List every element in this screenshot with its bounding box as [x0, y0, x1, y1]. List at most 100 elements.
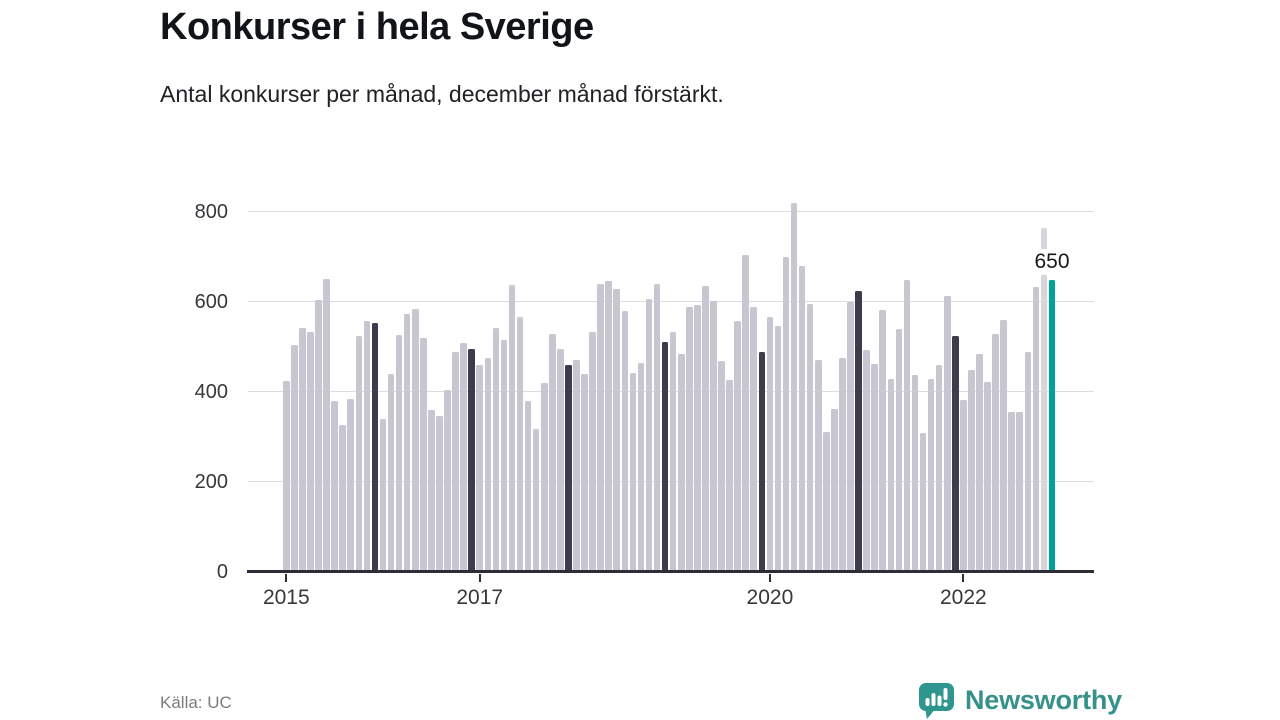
december-bar: [468, 348, 475, 572]
month-bar: [863, 349, 870, 572]
month-bar: [823, 432, 830, 572]
month-bar: [903, 279, 911, 572]
month-bar: [645, 299, 653, 572]
month-bar: [935, 365, 943, 572]
y-tick-label: 800: [194, 201, 228, 223]
newsworthy-logo[interactable]: Newsworthy: [918, 680, 1122, 720]
month-bar: [895, 329, 903, 572]
x-axis-tick: [478, 574, 481, 582]
month-bar: [444, 390, 451, 572]
source-note: Källa: UC: [160, 693, 232, 712]
highlighted-december-bar: [1048, 279, 1056, 572]
x-axis-tick: [285, 574, 288, 582]
month-bar: [774, 326, 782, 572]
month-bar: [411, 309, 419, 572]
month-bar: [710, 301, 717, 572]
month-bar: [1040, 227, 1048, 572]
x-tick-label: 2022: [939, 586, 987, 609]
y-tick-label: 400: [194, 381, 228, 403]
chart-subtitle: Antal konkurser per månad, december måna…: [160, 81, 724, 107]
gridline: [248, 211, 1094, 212]
x-tick-label: 2017: [456, 586, 504, 609]
month-bar: [798, 266, 806, 572]
month-bar: [839, 358, 846, 572]
month-bar: [766, 316, 774, 572]
month-bar: [476, 364, 484, 572]
month-bar: [806, 304, 814, 572]
month-bar: [1000, 319, 1007, 572]
month-bar: [1016, 412, 1024, 572]
month-bar: [540, 383, 548, 572]
month-bar: [283, 380, 290, 572]
month-bar: [500, 340, 508, 572]
month-bar: [524, 401, 532, 572]
month-bar: [742, 254, 749, 572]
month-bar: [484, 357, 492, 572]
month-bar: [734, 321, 741, 572]
x-axis-tick: [768, 574, 771, 582]
december-bar: [951, 335, 959, 572]
month-bar: [992, 334, 999, 572]
month-bar: [363, 320, 371, 572]
month-bar: [814, 359, 822, 572]
month-bar: [581, 373, 588, 572]
month-bar: [943, 296, 951, 572]
month-bar: [613, 288, 621, 572]
month-bar: [508, 285, 516, 572]
y-axis: 0 200 400 600 800: [140, 202, 228, 582]
month-bar: [887, 379, 895, 572]
month-bar: [911, 374, 919, 572]
month-bar: [331, 400, 338, 572]
plot-area: 650: [247, 203, 1094, 573]
month-bar: [291, 345, 298, 572]
month-bar: [428, 409, 435, 572]
month-bar: [420, 337, 427, 572]
month-bar: [968, 370, 975, 572]
month-bar: [387, 373, 395, 572]
x-axis: 2015 2017 2020 2022: [248, 572, 1094, 618]
month-bar: [879, 309, 887, 572]
y-tick-label: 0: [216, 561, 228, 583]
x-tick-label: 2020: [746, 586, 794, 609]
december-bar: [565, 365, 572, 572]
month-bar: [790, 203, 798, 572]
month-bar: [315, 300, 322, 572]
month-bar: [492, 327, 500, 572]
month-bar: [750, 306, 758, 572]
month-bar: [299, 327, 306, 572]
month-bar: [831, 409, 838, 572]
month-bar: [621, 311, 629, 572]
month-bar: [782, 256, 790, 572]
highlight-value-label: 650: [1031, 248, 1073, 275]
month-bar: [403, 313, 411, 572]
y-tick-label: 200: [194, 471, 228, 493]
month-bar: [629, 372, 637, 572]
newsworthy-bubble-icon: [918, 680, 956, 720]
month-bar: [960, 400, 967, 572]
december-bar: [371, 323, 379, 572]
month-bar: [339, 425, 346, 572]
month-bar: [686, 306, 693, 572]
month-bar: [589, 331, 596, 572]
month-bar: [436, 415, 443, 572]
month-bar: [395, 335, 403, 572]
month-bar: [847, 302, 854, 572]
december-bar: [661, 342, 669, 572]
december-bar: [855, 290, 862, 572]
month-bar: [871, 364, 878, 572]
month-bar: [702, 285, 709, 572]
month-bar: [1024, 351, 1032, 572]
month-bar: [460, 342, 467, 572]
month-bar: [976, 353, 983, 572]
month-bar: [718, 360, 725, 572]
december-bar: [758, 351, 766, 572]
month-bar: [355, 336, 363, 572]
month-bar: [347, 398, 355, 572]
month-bar: [669, 331, 677, 572]
month-bar: [605, 280, 612, 572]
month-bar: [927, 379, 935, 572]
x-axis-tick: [962, 574, 965, 582]
month-bar: [516, 316, 524, 572]
month-bar: [1008, 411, 1015, 572]
